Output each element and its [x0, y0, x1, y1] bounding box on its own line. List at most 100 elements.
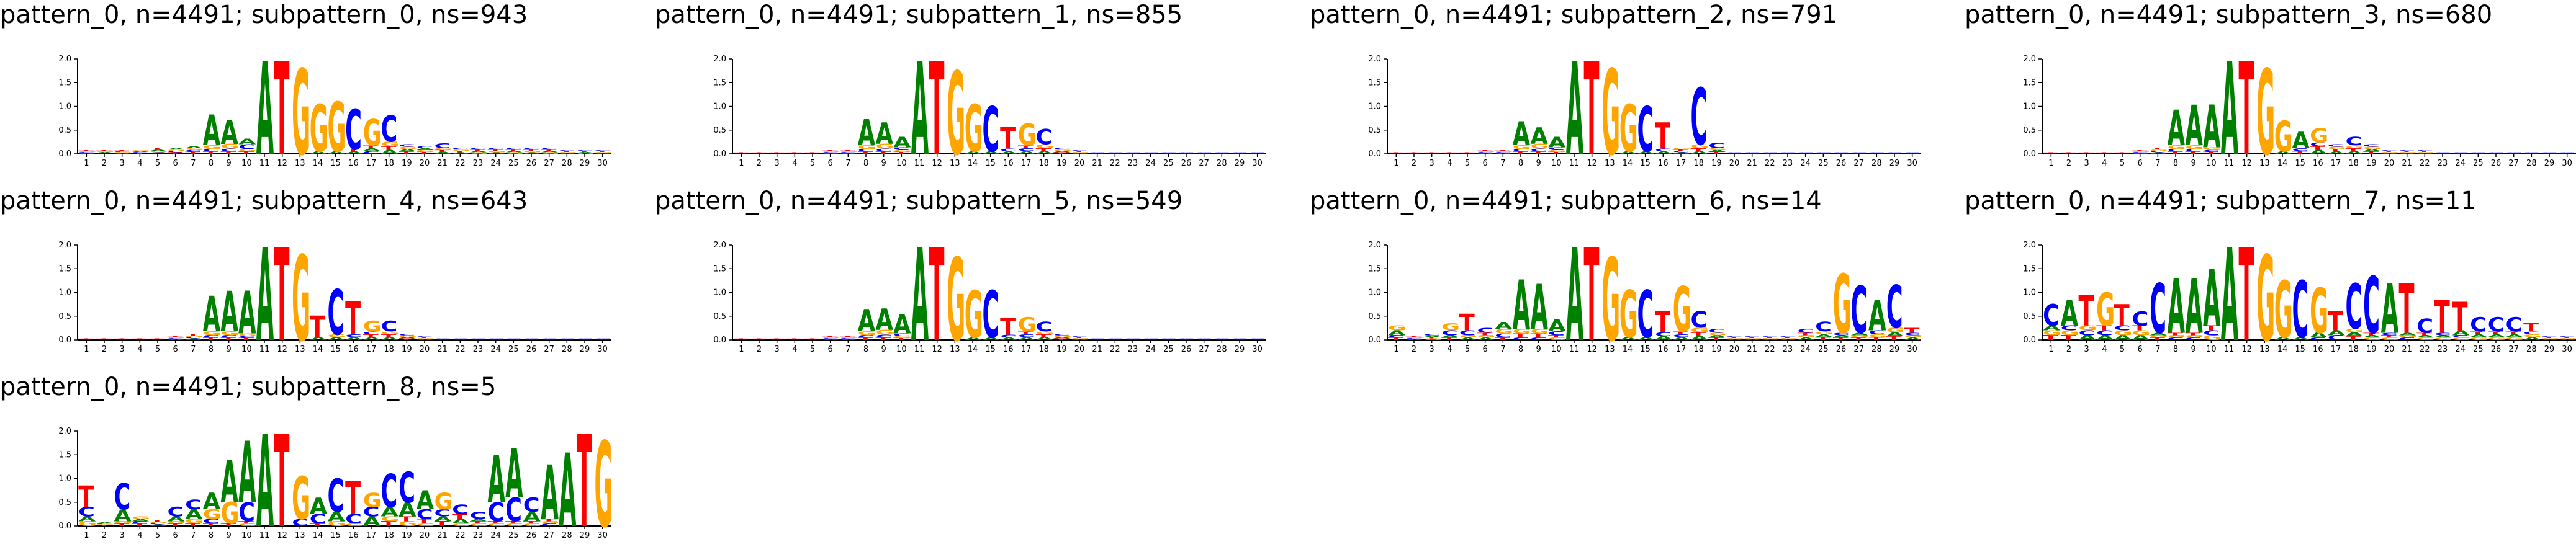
logo-letter-T: T — [2381, 151, 2397, 152]
logo-letter-A: A — [132, 151, 149, 152]
logo-letter-G: G — [381, 515, 399, 523]
logo-letter-A: A — [786, 153, 804, 154]
x-tick-label: 18 — [1038, 159, 1049, 168]
x-tick-label: 8 — [1518, 345, 1523, 354]
logo-letter-G: G — [523, 523, 542, 527]
logo-letter-C: C — [417, 336, 433, 337]
logo-letter-T: T — [150, 520, 165, 522]
logo-letter-T: T — [238, 151, 254, 154]
logo-letter-A: A — [2541, 153, 2559, 154]
logo-letter-A: A — [840, 339, 857, 340]
logo-letter-A: A — [1423, 153, 1441, 154]
logo-letter-T: T — [893, 151, 909, 154]
sequence-logo-chart: 0.00.51.01.52.01 2 3 4 5 6 7 8 9 10 11 12 13 14 15 16 17… — [713, 223, 1268, 370]
logo-letter-C: C — [1018, 148, 1035, 152]
x-tick-label: 9 — [1536, 345, 1541, 354]
x-tick-label: 3 — [120, 159, 125, 168]
logo-letter-A: A — [1655, 335, 1673, 341]
logo-letter-A: A — [733, 153, 750, 154]
logo-letter-A: A — [559, 153, 576, 154]
logo-letter-A: A — [1726, 153, 1744, 154]
logo-letter-T: T — [96, 525, 112, 526]
logo-letter-G: G — [185, 148, 204, 151]
logo-letter-T: T — [220, 337, 236, 341]
logo-letter-T: T — [1850, 337, 1866, 341]
logo-letter-A: A — [78, 339, 96, 340]
panel-title: pattern_0, n=4491; subpattern_1, ns=855 — [655, 1, 1183, 29]
logo-letter-A: A — [982, 151, 1000, 154]
x-tick-label: 3 — [2084, 345, 2089, 354]
x-tick-label: 26 — [1181, 345, 1192, 354]
logo-letter-T: T — [2168, 151, 2183, 154]
logo-letter-A: A — [541, 151, 558, 153]
x-tick-label: 20 — [1074, 159, 1085, 168]
logo-letter-A: A — [345, 151, 363, 154]
logo-letter-T: T — [1548, 335, 1564, 339]
logo-letter-C: C — [1886, 152, 1903, 153]
logo-letter-G: G — [840, 337, 858, 338]
logo-letter-C: C — [2470, 152, 2487, 153]
logo-letter-G: G — [487, 523, 506, 527]
logo-letter-G: G — [1673, 148, 1691, 150]
x-tick-label: 20 — [1729, 159, 1740, 168]
x-tick-label: 4 — [792, 345, 797, 354]
logo-letter-C: C — [2541, 152, 2558, 153]
x-tick-label: 7 — [845, 345, 850, 354]
x-tick-label: 30 — [2562, 345, 2572, 354]
logo-letter-T: T — [1583, 223, 1599, 370]
logo-letter-G: G — [594, 418, 613, 552]
logo-letter-A: A — [1619, 336, 1637, 341]
logo-letter-A: A — [2363, 149, 2381, 153]
logo-letter-G: G — [594, 152, 613, 153]
logo-letter-C: C — [523, 494, 540, 517]
logo-letter-T: T — [2168, 332, 2183, 336]
logo-letter-C: C — [452, 502, 469, 518]
logo-letter-C: C — [2150, 270, 2166, 349]
logo-letter-A: A — [2310, 332, 2328, 339]
logo-letter-C: C — [1107, 338, 1124, 339]
logo-letter-A: A — [1125, 339, 1142, 340]
logo-letter-G: G — [2488, 336, 2506, 341]
logo-letter-G: G — [2381, 152, 2400, 153]
logo-letter-T: T — [2363, 332, 2379, 336]
x-tick-label: 13 — [1605, 159, 1615, 168]
logo-letter-G: G — [434, 488, 453, 515]
logo-letter-A: A — [220, 114, 238, 151]
x-tick-label: 16 — [1003, 159, 1014, 168]
x-tick-label: 24 — [2455, 159, 2466, 168]
x-tick-label: 23 — [2438, 159, 2448, 168]
logo-letter-T: T — [1388, 337, 1403, 341]
x-tick-label: 3 — [120, 345, 125, 354]
logo-letter-G: G — [2078, 324, 2097, 332]
logo-letter-G: G — [2381, 337, 2400, 341]
logo-letter-T: T — [1000, 314, 1016, 341]
logo-letter-G: G — [1815, 331, 1834, 335]
logo-letter-G: G — [947, 235, 965, 368]
logo-letter-A: A — [2078, 153, 2096, 154]
logo-letter-G: G — [78, 151, 97, 152]
logo-letter-A: A — [1850, 153, 1868, 154]
logo-letter-T: T — [1673, 331, 1688, 335]
logo-letter-A: A — [751, 153, 768, 154]
logo-letter-T: T — [363, 145, 379, 149]
logo-letter-G: G — [2256, 232, 2275, 368]
x-tick-label: 28 — [1871, 159, 1882, 168]
logo-letter-C: C — [452, 338, 469, 339]
logo-letter-G: G — [1726, 338, 1745, 339]
logo-letter-C: C — [2363, 260, 2380, 352]
logo-letter-C: C — [2292, 148, 2308, 152]
logo-letter-A: A — [1196, 339, 1213, 340]
logo-letter-C: C — [840, 338, 857, 339]
y-tick-label: 0.0 — [713, 149, 726, 159]
logo-letter-A: A — [327, 509, 345, 525]
logo-letter-T: T — [132, 338, 147, 339]
logo-letter-T: T — [310, 310, 325, 344]
logo-letter-G: G — [559, 152, 577, 153]
logo-letter-T: T — [1459, 309, 1475, 336]
logo-letter-A: A — [523, 339, 541, 340]
x-tick-label: 21 — [2402, 345, 2412, 354]
logo-letter-A: A — [2345, 331, 2363, 337]
logo-letter-C: C — [822, 338, 839, 339]
logo-letter-C: C — [96, 523, 113, 524]
logo-letter-G: G — [541, 152, 559, 154]
